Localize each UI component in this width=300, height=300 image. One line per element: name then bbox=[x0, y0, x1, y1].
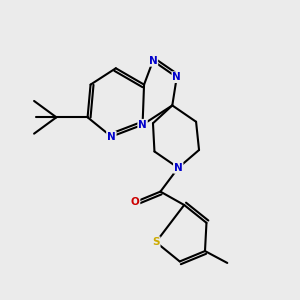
Text: N: N bbox=[107, 132, 116, 142]
Text: S: S bbox=[152, 237, 160, 247]
Text: O: O bbox=[131, 197, 140, 207]
Text: N: N bbox=[138, 120, 147, 130]
Text: N: N bbox=[174, 163, 183, 173]
Text: N: N bbox=[148, 56, 157, 66]
Text: N: N bbox=[172, 72, 181, 82]
